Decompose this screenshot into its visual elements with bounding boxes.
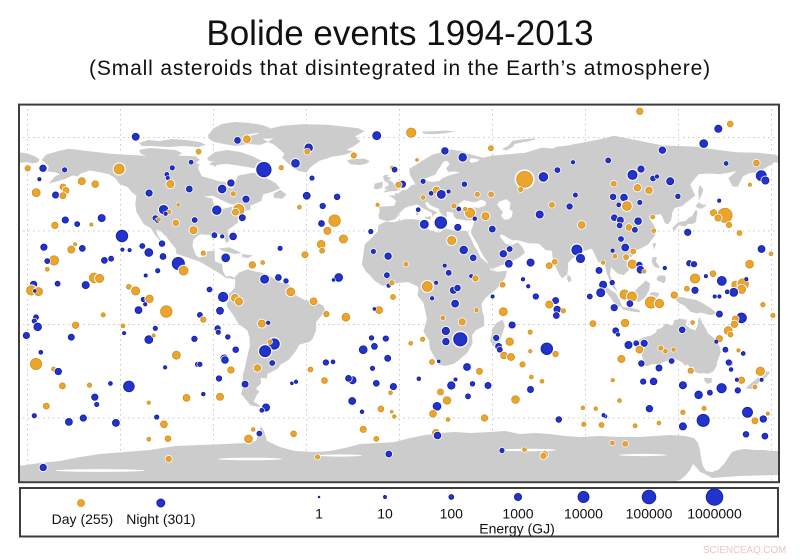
svg-text:1000: 1000 [502, 506, 533, 522]
svg-text:Day (255): Day (255) [52, 511, 113, 527]
svg-text:Energy (GJ): Energy (GJ) [479, 521, 554, 537]
svg-text:100000: 100000 [626, 506, 673, 522]
svg-text:100: 100 [440, 506, 464, 522]
svg-text:10000: 10000 [564, 506, 603, 522]
svg-text:1000000: 1000000 [687, 506, 742, 522]
svg-text:SCIENCEAQ.COM: SCIENCEAQ.COM [703, 545, 786, 556]
svg-text:Night (301): Night (301) [126, 511, 195, 527]
svg-text:10: 10 [377, 506, 393, 522]
svg-text:1: 1 [315, 506, 323, 522]
